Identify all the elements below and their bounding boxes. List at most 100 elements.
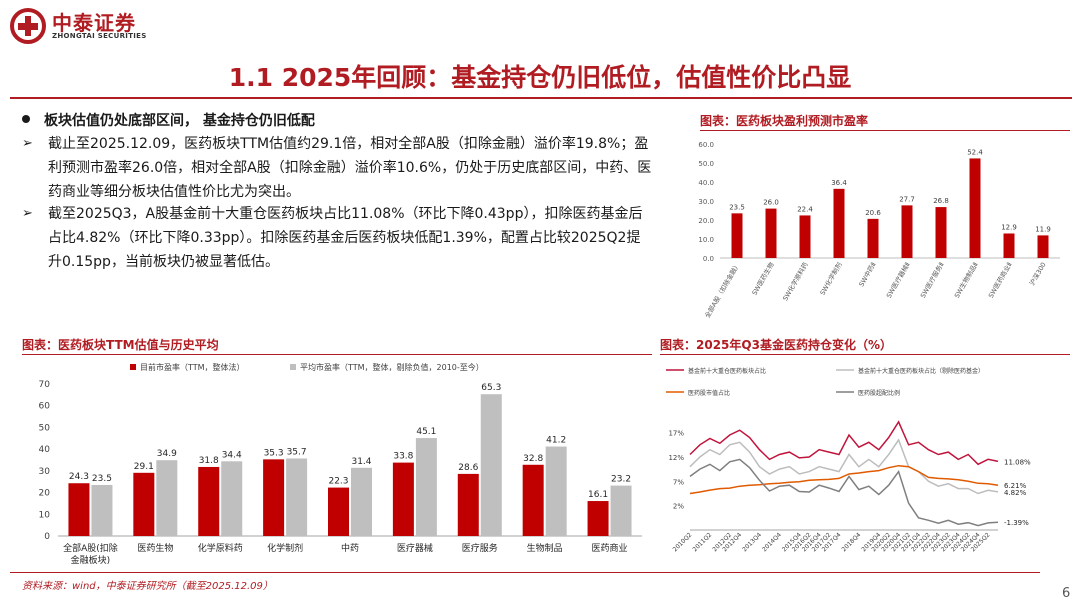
bar [799,215,811,258]
x-tick-label: 2011Q2 [691,531,713,553]
bar-value-label: 23.5 [729,203,745,211]
bar-value-label: 35.3 [264,448,284,458]
bullet-heading-text: 板块估值仍处底部区间， 基金持仓仍旧低配 [44,113,315,129]
x-tick-label: 全部A股（扣除金融） [702,261,741,320]
y-tick-label: 40.0 [698,179,714,187]
bar-value-label: 34.4 [222,450,242,460]
x-tick-label: SW医疗服务Ⅱ [918,261,946,300]
forward-pe-chart-title: 图表：医药板块盈利预测市盈率 [700,114,869,128]
series-end-label: 4.82% [1004,489,1027,497]
bar-value-label: 41.2 [546,436,566,446]
series-end-label: -1.39% [1004,519,1029,527]
series-line [689,464,999,495]
bar [867,218,879,258]
y-tick-label: 50 [39,423,51,433]
y-tick-label: 70 [39,380,51,390]
y-tick-label: 30 [39,467,51,477]
x-tick-label: SW医药商业Ⅱ [986,261,1014,300]
bar [133,472,155,536]
y-tick-label: 40 [39,445,51,455]
bar [286,458,308,536]
footer-divider [10,572,1040,573]
x-tick-label: 化学制剂 [267,542,303,554]
y-tick-label: 50.0 [698,160,714,168]
y-tick-label: 0.0 [703,255,714,263]
paragraph-holdings: ➢ 截至2025Q3，A股基金前十大重仓医药板块占比11.08%（环比下降0.43… [22,202,652,274]
bullet-heading: 板块估值仍处底部区间， 基金持仓仍旧低配 [22,110,315,130]
source-note: 资料来源：wind，中泰证券研究所（截至2025.12.09） [22,581,273,592]
x-tick-label: 2013Q4 [741,531,763,553]
x-tick-label: 金融板块) [71,554,111,566]
bar-value-label: 28.6 [458,463,478,473]
y-tick-label: 30.0 [698,198,714,206]
page-title: 1.1 2025年回顾：基金持仓仍旧低位，估值性价比凸显 [228,63,852,92]
y-tick-label: 60.0 [698,141,714,149]
bar [1037,235,1049,258]
x-tick-label: SW医疗器械Ⅱ [884,261,912,300]
ttm-pe-bar-chart: 目前市盈率（TTM，整体法） 平均市盈率（TTM，整体，剔除负值，2010-至今）… [39,362,642,566]
bar [901,205,913,258]
company-logo-english: ZHONGTAI SECURITIES [52,32,147,40]
x-tick-label: 化学原料药 [198,542,243,554]
x-tick-label: SW化学制剂 [818,261,844,297]
y-tick-label: 20 [39,489,51,499]
y-tick-label: 10 [39,510,51,520]
x-tick-label: SW中药Ⅱ [857,261,878,289]
x-tick-label: 2010Q2 [672,531,694,553]
bar [198,466,220,536]
y-tick-label: 7% [673,478,684,486]
forward-pe-chart-rule [700,130,1070,131]
company-logo-text: 中泰证券 [52,11,136,35]
bar-value-label: 23.5 [92,474,112,484]
bar [587,501,609,536]
series-end-label: 6.21% [1004,482,1027,490]
x-tick-label: 医药商业 [592,542,628,554]
legend-swatch [130,364,136,370]
arrow-bullet-icon: ➢ [22,136,33,151]
bar [610,485,632,536]
bar-value-label: 33.8 [393,452,413,462]
x-tick-label: 医疗服务 [462,542,498,554]
x-tick-label: 医疗器械 [397,542,433,554]
bullet-dot-icon [22,115,30,123]
bar-value-label: 26.8 [933,197,949,205]
bar [156,460,178,536]
series-line [689,420,999,466]
bar [545,446,567,536]
fund-holding-line-chart: 基金前十大重仓医药板块占比 基金前十大重仓医药板块占比（剔除医药基金） 医药股市值占… [666,367,1031,553]
bar-value-label: 23.2 [611,475,631,485]
bar [522,464,544,536]
bar [392,462,414,536]
bar [969,158,981,258]
bar-value-label: 16.1 [588,490,608,500]
bar [328,487,349,536]
legend-label: 基金前十大重仓医药板块占比 [688,367,766,375]
legend-label: 基金前十大重仓医药板块占比（剔除医药基金） [858,367,984,375]
bar-value-label: 34.9 [157,449,177,459]
series-line [689,458,999,527]
bar-value-label: 32.8 [523,454,543,464]
bar [833,188,845,258]
legend-label: 目前市盈率（TTM，整体法） [140,362,245,372]
x-tick-label: 全部A股(扣除 [63,542,118,554]
series-end-label: 11.08% [1004,458,1031,466]
bar [480,394,502,536]
x-tick-label: 2018Q4 [841,531,863,553]
bar [415,438,437,536]
arrow-bullet-icon: ➢ [22,206,33,221]
paragraph-holdings-text: 截至2025Q3，A股基金前十大重仓医药板块占比11.08%（环比下降0.43p… [48,206,643,270]
page-number: 6 [1062,586,1071,601]
bar-value-label: 27.7 [899,195,915,203]
bar [731,213,743,258]
legend-label: 平均市盈率（TTM，整体，剔除负值，2010-至今） [300,362,484,372]
bar [1003,233,1015,258]
y-tick-label: 0 [44,532,50,542]
legend-label: 医药股市值占比 [688,389,730,397]
x-tick-label: SW生物制品Ⅱ [952,261,980,300]
legend-label: 医药股超配比例 [858,389,900,397]
y-tick-label: 10.0 [698,236,714,244]
ttm-pe-chart-rule [22,354,652,355]
y-tick-label: 2% [673,503,684,511]
bar [68,483,90,536]
bar [221,461,243,536]
